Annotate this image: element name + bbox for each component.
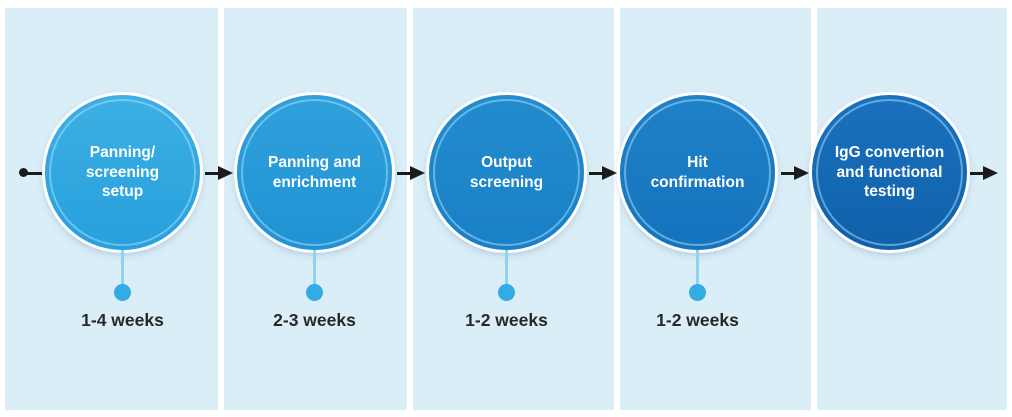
duration-marker-line <box>313 250 316 285</box>
step-circle: Output screening <box>429 95 584 250</box>
step-circle: IgG convertion and functional testing <box>812 95 967 250</box>
flow-arrow-connector <box>781 166 809 180</box>
duration-marker-dot-icon <box>306 284 323 301</box>
duration-marker-dot-icon <box>114 284 131 301</box>
duration-marker-line <box>121 250 124 285</box>
step-label: Output screening <box>469 153 544 191</box>
arrow-right-icon <box>983 166 998 180</box>
step-label: Hit confirmation <box>650 153 745 191</box>
flow-arrow-connector <box>205 166 233 180</box>
duration-label: 1-2 weeks <box>656 310 739 330</box>
arrow-right-icon <box>218 166 233 180</box>
duration-marker-line <box>696 250 699 285</box>
duration-label: 1-2 weeks <box>465 310 548 330</box>
step-circle: Hit confirmation <box>620 95 775 250</box>
step-circle: Panning and enrichment <box>237 95 392 250</box>
duration-label: 2-3 weeks <box>273 310 356 330</box>
arrow-right-icon <box>602 166 617 180</box>
step-output-screening: Output screening 1-2 weeks <box>429 95 584 335</box>
step-hit-confirmation: Hit confirmation 1-2 weeks <box>620 95 775 335</box>
arrow-shaft <box>205 172 221 175</box>
arrow-shaft <box>589 172 605 175</box>
arrow-shaft <box>781 172 797 175</box>
step-panning-and-enrichment: Panning and enrichment 2-3 weeks <box>237 95 392 335</box>
arrow-right-icon <box>794 166 809 180</box>
flow-arrow-connector <box>589 166 617 180</box>
arrow-shaft <box>397 172 413 175</box>
step-label: Panning/ screening setup <box>85 143 160 201</box>
step-circle: Panning/ screening setup <box>45 95 200 250</box>
arrow-right-icon <box>410 166 425 180</box>
flow-arrow-connector <box>397 166 425 180</box>
duration-marker-line <box>505 250 508 285</box>
duration-marker-dot-icon <box>498 284 515 301</box>
arrow-shaft <box>970 172 986 175</box>
flow-arrow-end-connector <box>970 166 998 180</box>
step-igg-convertion-functional-testing: IgG convertion and functional testing <box>812 95 967 335</box>
duration-label: 1-4 weeks <box>81 310 164 330</box>
step-label: Panning and enrichment <box>268 153 361 191</box>
step-panning-screening-setup: Panning/ screening setup 1-4 weeks <box>45 95 200 335</box>
timeline-start-connector <box>26 172 47 175</box>
duration-marker-dot-icon <box>689 284 706 301</box>
timeline-start-dot-icon <box>19 168 28 177</box>
step-label: IgG convertion and functional testing <box>834 143 945 201</box>
